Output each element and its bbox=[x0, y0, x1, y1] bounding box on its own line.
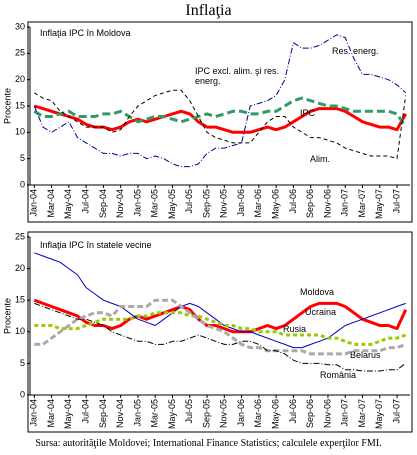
x-tick-label: May-04 bbox=[63, 399, 73, 429]
y-tick-label: 10 bbox=[15, 326, 25, 336]
x-tick-label: Jan-05 bbox=[132, 189, 142, 217]
x-tick-label: Jan-04 bbox=[29, 189, 39, 217]
y-tick-label: 0 bbox=[20, 389, 25, 399]
x-tick-label: Nov-05 bbox=[219, 399, 229, 428]
series-line bbox=[33, 104, 408, 134]
x-tick-label: Jul-05 bbox=[184, 189, 194, 214]
series-label: Res. energ. bbox=[332, 46, 379, 56]
x-tick-label: May-05 bbox=[167, 399, 177, 429]
x-tick-label: May-07 bbox=[374, 189, 384, 219]
series-line bbox=[33, 96, 407, 128]
panel-frame bbox=[27, 21, 413, 223]
y-axis-label: Procente bbox=[2, 298, 12, 334]
series-label: Rusia bbox=[283, 324, 307, 334]
x-tick-label: Jul-07 bbox=[391, 189, 401, 214]
y-tick-label: 5 bbox=[20, 153, 25, 163]
x-tick-label: Jul-07 bbox=[391, 399, 401, 424]
x-tick-label: Sep-05 bbox=[201, 189, 211, 218]
x-tick-label: Jul-06 bbox=[288, 399, 298, 424]
x-tick-label: May-05 bbox=[167, 189, 177, 219]
x-tick-label: Mar-04 bbox=[46, 189, 56, 218]
x-tick-label: Mar-07 bbox=[357, 399, 367, 428]
x-tick-label: Nov-06 bbox=[322, 189, 332, 218]
x-tick-label: Mar-05 bbox=[150, 189, 160, 218]
series-line bbox=[34, 252, 406, 349]
x-tick-label: Jan-06 bbox=[236, 189, 246, 217]
series-label: IPC excl. alim. şi res. energ. bbox=[195, 66, 280, 86]
y-tick-label: 0 bbox=[20, 179, 25, 189]
x-tick-label: Jan-05 bbox=[132, 399, 142, 427]
source-note: Sursa: autorităţile Moldovei; Internatio… bbox=[35, 438, 382, 449]
y-tick-label: 15 bbox=[15, 295, 25, 305]
x-tick-label: Nov-06 bbox=[322, 399, 332, 428]
x-tick-label: Jul-06 bbox=[288, 189, 298, 214]
x-tick-label: Jul-04 bbox=[81, 189, 91, 214]
series-line bbox=[33, 298, 408, 334]
series-line bbox=[34, 311, 407, 346]
x-tick-label: Mar-04 bbox=[46, 399, 56, 428]
x-tick-label: Sep-04 bbox=[98, 189, 108, 218]
x-tick-label: Mar-07 bbox=[357, 189, 367, 218]
series-line bbox=[33, 34, 407, 168]
x-tick-label: May-07 bbox=[374, 399, 384, 429]
y-tick-label: 10 bbox=[15, 127, 25, 137]
x-tick-label: Sep-06 bbox=[305, 399, 315, 428]
x-tick-label: Jan-06 bbox=[236, 399, 246, 427]
page-title: Inflaţia bbox=[185, 2, 232, 19]
x-tick-label: Mar-06 bbox=[253, 189, 263, 218]
x-tick-label: Sep-04 bbox=[98, 399, 108, 428]
y-tick-label: 5 bbox=[20, 358, 25, 368]
x-tick-label: Mar-05 bbox=[150, 399, 160, 428]
y-tick-label: 25 bbox=[15, 48, 25, 58]
x-tick-label: Jul-05 bbox=[184, 399, 194, 424]
x-tick-label: Sep-06 bbox=[305, 189, 315, 218]
series-line bbox=[34, 89, 407, 160]
series-label: Moldova bbox=[300, 287, 335, 297]
x-tick-label: Jan-07 bbox=[340, 189, 350, 217]
x-tick-label: Nov-04 bbox=[115, 189, 125, 218]
x-tick-label: Jan-07 bbox=[340, 399, 350, 427]
panel-title: Inflaţia IPC în statele vecine bbox=[40, 240, 152, 250]
series-label: Belarus bbox=[350, 350, 381, 360]
series-label: România bbox=[320, 370, 357, 380]
y-axis-label: Procente bbox=[2, 88, 12, 124]
y-tick-label: 25 bbox=[15, 231, 25, 241]
series-label: IPC bbox=[300, 108, 316, 118]
x-tick-label: May-04 bbox=[63, 189, 73, 219]
y-tick-label: 15 bbox=[15, 100, 25, 110]
x-tick-label: May-06 bbox=[271, 189, 281, 219]
y-tick-label: 30 bbox=[15, 21, 25, 31]
x-tick-label: Mar-06 bbox=[253, 399, 263, 428]
x-tick-label: Sep-05 bbox=[201, 399, 211, 428]
x-tick-label: Jan-04 bbox=[29, 399, 39, 427]
x-tick-label: Nov-04 bbox=[115, 399, 125, 428]
y-tick-label: 20 bbox=[15, 74, 25, 84]
series-line bbox=[34, 298, 407, 356]
panel-title: Inflaţia IPC în Moldova bbox=[40, 28, 131, 38]
y-tick-label: 20 bbox=[15, 263, 25, 273]
x-tick-label: May-06 bbox=[271, 399, 281, 429]
series-label: Alim. bbox=[310, 154, 330, 164]
series-label: Ucraina bbox=[305, 307, 337, 317]
x-tick-label: Jul-04 bbox=[81, 399, 91, 424]
x-tick-label: Nov-05 bbox=[219, 189, 229, 218]
